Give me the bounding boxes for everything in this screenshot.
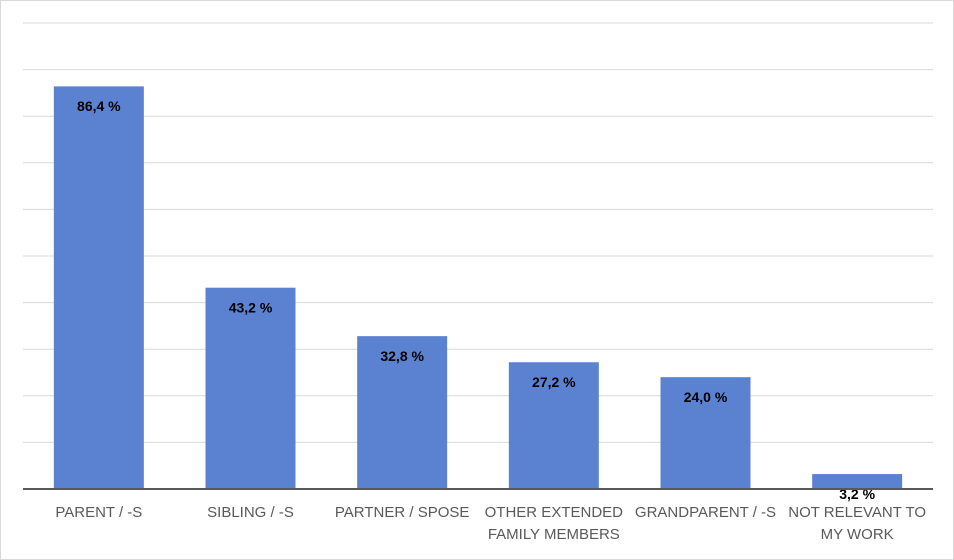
bar <box>357 336 448 489</box>
x-tick-label: GRANDPARENT / -S <box>634 504 777 521</box>
x-tick-label: SIBLING / -S <box>207 504 294 521</box>
bar <box>205 287 296 489</box>
value-label: 43,2 % <box>229 299 273 315</box>
bar <box>508 362 599 489</box>
x-tick-label: PARENT / -S <box>55 504 143 521</box>
value-label: 24,0 % <box>684 389 728 405</box>
x-tick-label: PARTNER / SPOSE <box>334 504 470 521</box>
value-label: 86,4 % <box>77 98 121 114</box>
value-label: 27,2 % <box>532 374 576 390</box>
bar <box>53 86 144 489</box>
bar <box>812 474 903 489</box>
value-label: 32,8 % <box>380 348 424 364</box>
x-tick-label: NOT RELEVANT TO MY WORK <box>788 504 927 543</box>
x-tick-label: OTHER EXTENDED FAMILY MEMBERS <box>484 504 623 543</box>
bar <box>660 377 751 489</box>
